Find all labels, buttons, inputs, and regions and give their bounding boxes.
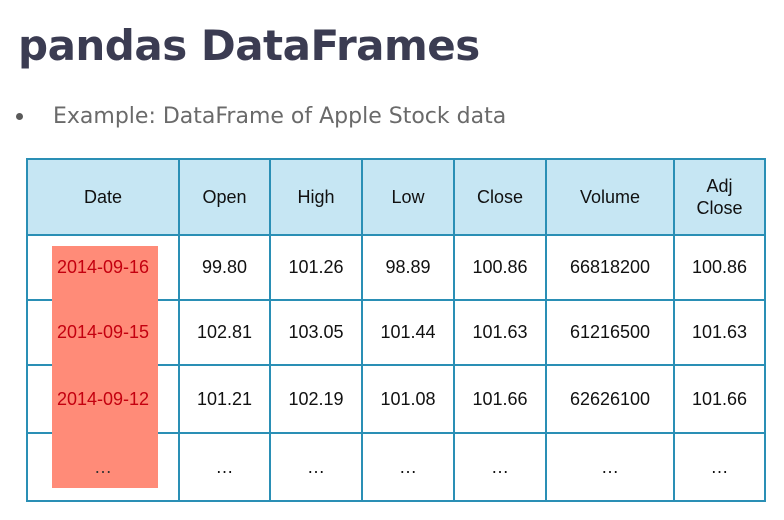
- dataframe-table: Date Open High Low Close Volume Adj Clos…: [26, 158, 766, 502]
- dataframe-table-container: Date Open High Low Close Volume Adj Clos…: [26, 158, 766, 502]
- column-header-adj-close: Adj Close: [673, 158, 766, 236]
- slide-title: pandas DataFrames: [18, 21, 480, 70]
- cell-close: 101.66: [453, 364, 547, 434]
- cell-low: 98.89: [361, 234, 455, 301]
- cell-high: …: [269, 432, 363, 502]
- cell-adj-close: 100.86: [673, 234, 766, 301]
- cell-volume: …: [545, 432, 675, 502]
- bullet-dot-icon: [16, 112, 23, 120]
- cell-open: 101.21: [178, 364, 271, 434]
- cell-high: 103.05: [269, 299, 363, 366]
- cell-open: 99.80: [178, 234, 271, 301]
- cell-high: 101.26: [269, 234, 363, 301]
- cell-adj-close: 101.63: [673, 299, 766, 366]
- cell-date: 2014-09-16: [26, 234, 180, 301]
- table-row: 2014-09-12 101.21 102.19 101.08 101.66 6…: [26, 364, 766, 434]
- column-header-low: Low: [361, 158, 455, 236]
- date-value: 2014-09-12: [56, 388, 150, 409]
- date-value: 2014-09-16: [56, 257, 150, 277]
- cell-high: 102.19: [269, 364, 363, 434]
- cell-date: 2014-09-15: [26, 299, 180, 366]
- column-header-close: Close: [453, 158, 547, 236]
- cell-low: 101.08: [361, 364, 455, 434]
- cell-close: 101.63: [453, 299, 547, 366]
- date-value: …: [94, 456, 112, 477]
- bullet-text: Example: DataFrame of Apple Stock data: [53, 103, 507, 129]
- cell-open: …: [178, 432, 271, 502]
- column-header-volume: Volume: [545, 158, 675, 236]
- cell-adj-close: 101.66: [673, 364, 766, 434]
- cell-open: 102.81: [178, 299, 271, 366]
- date-value: 2014-09-15: [56, 322, 150, 342]
- column-header-date: Date: [26, 158, 180, 236]
- cell-volume: 61216500: [545, 299, 675, 366]
- column-header-open: Open: [178, 158, 271, 236]
- table-row: 2014-09-15 102.81 103.05 101.44 101.63 6…: [26, 299, 766, 366]
- table-row: 2014-09-16 99.80 101.26 98.89 100.86 668…: [26, 234, 766, 301]
- cell-adj-close: …: [673, 432, 766, 502]
- cell-low: …: [361, 432, 455, 502]
- table-row: … … … … … … …: [26, 432, 766, 502]
- cell-close: 100.86: [453, 234, 547, 301]
- cell-close: …: [453, 432, 547, 502]
- bullet-item: Example: DataFrame of Apple Stock data: [16, 100, 506, 132]
- cell-volume: 66818200: [545, 234, 675, 301]
- cell-date: 2014-09-12: [26, 364, 180, 434]
- table-header-row: Date Open High Low Close Volume Adj Clos…: [26, 158, 766, 236]
- column-header-high: High: [269, 158, 363, 236]
- cell-date: …: [26, 432, 180, 502]
- cell-low: 101.44: [361, 299, 455, 366]
- cell-volume: 62626100: [545, 364, 675, 434]
